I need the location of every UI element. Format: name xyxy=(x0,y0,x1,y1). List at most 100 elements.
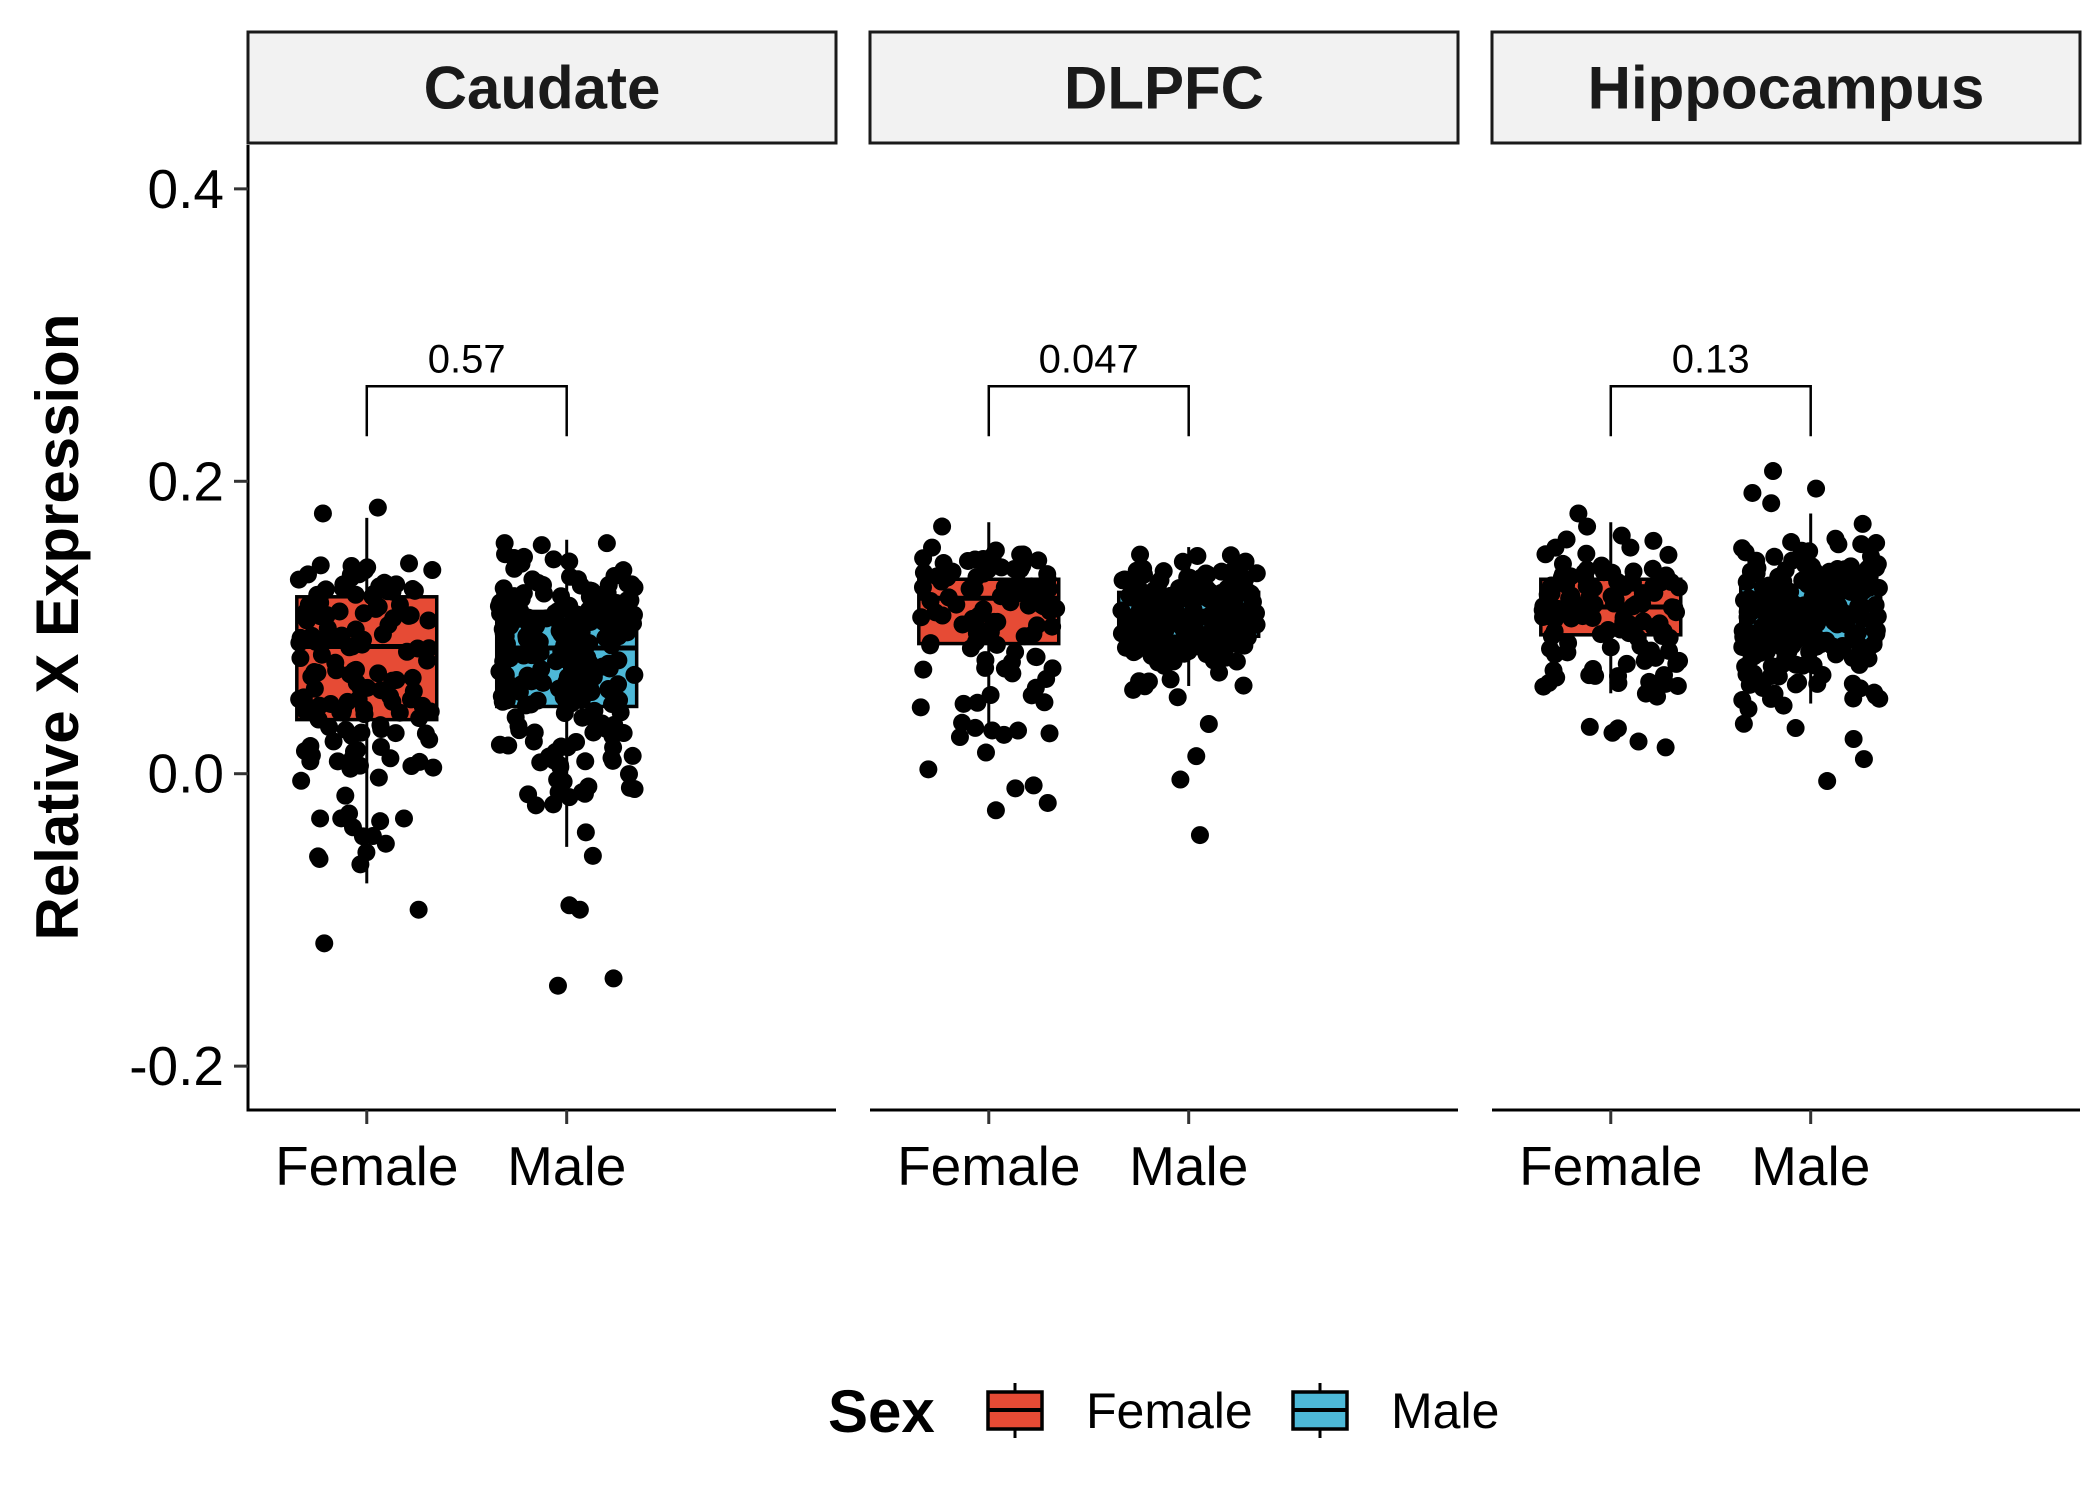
data-point xyxy=(1028,616,1047,635)
data-point xyxy=(524,732,543,751)
data-point xyxy=(576,823,595,842)
data-point xyxy=(1644,531,1663,550)
data-point xyxy=(390,595,409,614)
data-point xyxy=(309,847,328,866)
data-point xyxy=(1858,559,1877,578)
data-point xyxy=(1029,551,1048,570)
data-point xyxy=(331,702,350,721)
data-point xyxy=(926,603,945,622)
data-point xyxy=(1151,571,1170,590)
data-point xyxy=(1165,597,1184,616)
data-point xyxy=(603,695,622,714)
data-point xyxy=(564,663,583,682)
data-point xyxy=(292,771,311,790)
facet-strip-label: Caudate xyxy=(424,55,661,122)
data-point xyxy=(1629,732,1648,751)
points-dlpfc-female xyxy=(911,517,1066,820)
data-point xyxy=(1225,593,1244,612)
data-point xyxy=(1859,649,1878,668)
data-point xyxy=(560,552,579,571)
data-point xyxy=(1641,641,1660,660)
data-point xyxy=(316,580,335,599)
data-point xyxy=(354,630,373,649)
data-point xyxy=(326,628,345,647)
data-point xyxy=(1660,628,1679,647)
data-point xyxy=(1171,642,1190,661)
data-point xyxy=(1792,541,1811,560)
data-point xyxy=(1846,648,1865,667)
data-point xyxy=(1736,543,1755,562)
data-point xyxy=(518,608,537,627)
data-point xyxy=(1650,614,1669,633)
data-point xyxy=(1011,545,1030,564)
data-point xyxy=(1218,580,1237,599)
data-point xyxy=(312,645,331,664)
facet-strip-caudate xyxy=(246,30,838,145)
significance-brackets: 0.57 0.047 0.13 xyxy=(365,337,1812,437)
data-point xyxy=(394,809,413,828)
points-hippocampus-male xyxy=(1733,462,1889,791)
data-point xyxy=(1756,629,1775,648)
data-point xyxy=(402,757,421,776)
points-dlpfc-male xyxy=(1112,545,1266,845)
data-point xyxy=(342,726,361,745)
data-point xyxy=(625,665,644,684)
data-point xyxy=(1132,561,1151,580)
data-point xyxy=(621,591,640,610)
significance-bracket xyxy=(987,385,1190,437)
data-point xyxy=(1660,641,1679,660)
data-point xyxy=(383,582,402,601)
data-point xyxy=(419,611,438,630)
data-point xyxy=(383,692,402,711)
data-point xyxy=(403,668,422,687)
data-point xyxy=(344,742,363,761)
data-point xyxy=(1617,654,1636,673)
data-point xyxy=(1733,621,1752,640)
data-point xyxy=(565,645,584,664)
facet-strips: Caudate DLPFC Hippocampus xyxy=(246,30,2082,145)
data-point xyxy=(1580,588,1599,607)
data-point xyxy=(573,708,592,727)
y-tick-label: 0.4 xyxy=(148,158,224,220)
data-point xyxy=(911,698,930,717)
points-caudate-female xyxy=(289,498,443,953)
data-point xyxy=(1035,693,1054,712)
data-point xyxy=(526,796,545,815)
data-point xyxy=(311,556,330,575)
data-point xyxy=(497,638,516,657)
points-caudate-male xyxy=(489,534,644,995)
data-point xyxy=(313,504,332,523)
data-point xyxy=(328,752,347,771)
x-tick-label: Female xyxy=(1519,1135,1702,1197)
data-point xyxy=(340,804,359,823)
data-point xyxy=(1577,544,1596,563)
data-point xyxy=(1847,605,1866,624)
data-point xyxy=(1247,615,1266,634)
data-point xyxy=(912,608,931,627)
x-tick-label: Male xyxy=(1129,1135,1248,1197)
data-point xyxy=(291,649,310,668)
data-point xyxy=(1844,729,1863,748)
data-point xyxy=(1006,643,1025,662)
data-point xyxy=(1867,534,1886,553)
legend: Sex Female Male xyxy=(828,1378,1499,1445)
data-point xyxy=(413,696,432,715)
data-point xyxy=(1844,572,1863,591)
data-point xyxy=(1234,676,1253,695)
facet-strip-label: Hippocampus xyxy=(1588,55,1985,122)
data-point xyxy=(1130,672,1149,691)
data-point xyxy=(599,679,618,698)
data-point xyxy=(986,801,1005,820)
data-point xyxy=(1220,635,1239,654)
data-point xyxy=(1808,674,1827,693)
data-point xyxy=(1190,826,1209,845)
data-point xyxy=(1807,479,1826,498)
data-point xyxy=(939,588,958,607)
data-point xyxy=(1172,617,1191,636)
data-point xyxy=(383,671,402,690)
data-point xyxy=(968,693,987,712)
data-point xyxy=(336,786,355,805)
data-point xyxy=(913,578,932,597)
data-point xyxy=(561,615,580,634)
